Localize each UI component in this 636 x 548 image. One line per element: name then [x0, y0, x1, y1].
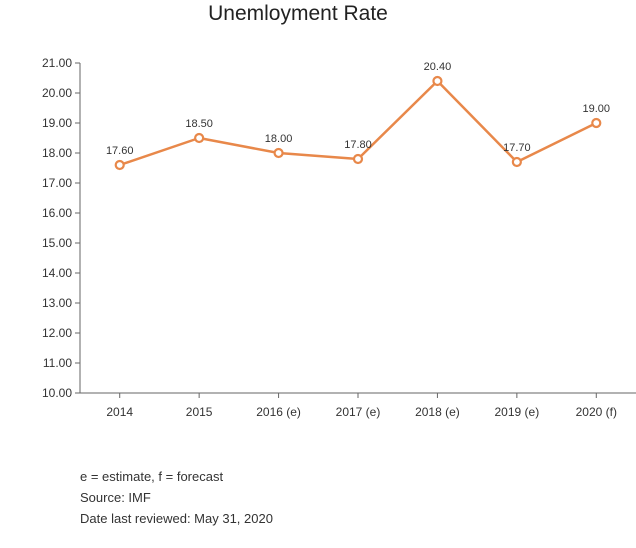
y-tick-label: 16.00 [42, 206, 72, 220]
x-tick-label: 2017 (e) [336, 405, 381, 419]
line-chart: 10.00 11.00 12.00 13.00 14.00 15.00 16.00 17.00… [42, 56, 636, 419]
y-tick-label: 15.00 [42, 236, 72, 250]
legend-note: e = estimate, f = forecast [80, 469, 224, 484]
y-tick-label: 13.00 [42, 296, 72, 310]
chart-title: Unemloyment Rate [208, 2, 388, 25]
data-label: 17.70 [503, 142, 531, 154]
x-tick-label: 2016 (e) [256, 405, 301, 419]
y-tick-label: 21.00 [42, 56, 72, 70]
data-point [432, 75, 443, 87]
data-point [194, 132, 205, 144]
data-label: 18.00 [265, 133, 293, 145]
data-label: 18.50 [185, 118, 213, 130]
data-label: 20.40 [424, 61, 452, 73]
y-tick-label: 18.00 [42, 146, 72, 160]
y-tick-label: 10.00 [42, 386, 72, 400]
y-tick-label: 12.00 [42, 326, 72, 340]
data-label: 17.60 [106, 145, 134, 157]
x-tick-label: 2015 [186, 405, 213, 419]
chart-notes: e = estimate, f = forecast Source: IMF D… [80, 466, 273, 529]
y-tick-label: 14.00 [42, 266, 72, 280]
source-note: Source: IMF [80, 490, 151, 505]
x-tick-label: 2014 [106, 405, 133, 419]
data-point [591, 117, 602, 129]
x-tick-label: 2018 (e) [415, 405, 460, 419]
data-point [273, 147, 284, 159]
y-tick-label: 19.00 [42, 116, 72, 130]
x-tick-label: 2019 (e) [495, 405, 540, 419]
x-tick-label: 2020 (f) [576, 405, 617, 419]
y-tick-label: 11.00 [43, 356, 72, 370]
data-point [352, 153, 364, 165]
data-label: 19.00 [583, 103, 611, 115]
data-label: 17.80 [344, 139, 372, 151]
data-point [511, 156, 522, 168]
y-tick-label: 20.00 [42, 86, 72, 100]
y-tick-label: 17.00 [42, 176, 72, 190]
date-reviewed-note: Date last reviewed: May 31, 2020 [80, 511, 273, 526]
data-point [114, 159, 125, 171]
